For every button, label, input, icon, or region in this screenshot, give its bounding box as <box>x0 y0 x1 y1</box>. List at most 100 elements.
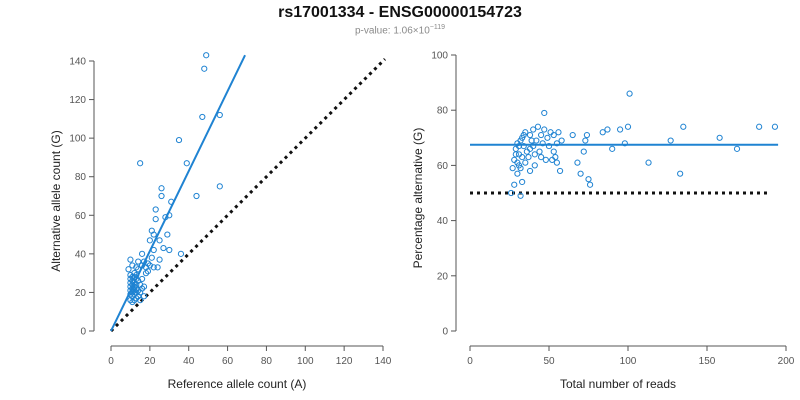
right-data-point <box>617 126 624 133</box>
left-data-point <box>201 65 208 72</box>
right-data-point <box>545 142 553 150</box>
left-x-tick-label: 0 <box>108 356 114 367</box>
right-data-point <box>550 131 557 139</box>
right-y-tick-label: 20 <box>437 271 449 282</box>
left-data-point <box>164 231 171 238</box>
left-data-point <box>127 256 134 263</box>
right-y-tick-label: 100 <box>431 51 448 62</box>
left-y-axis-title: Alternative allele count (G) <box>49 130 63 271</box>
left-data-point <box>154 264 161 271</box>
pvalue-subtitle: p-value: 1.06×10−119 <box>0 24 800 36</box>
left-data-point <box>216 111 223 119</box>
right-x-tick-label: 150 <box>699 356 716 367</box>
right-data-point <box>599 129 606 136</box>
right-data-point <box>667 137 674 144</box>
right-data-point <box>609 145 616 152</box>
right-data-point <box>569 131 576 139</box>
right-data-point <box>542 156 549 163</box>
left-y-tick-label: 140 <box>69 57 86 68</box>
right-data-point <box>733 145 741 152</box>
left-data-point <box>140 293 148 300</box>
left-data-point <box>138 250 146 257</box>
left-data-point <box>158 192 165 200</box>
right-data-point <box>511 181 518 188</box>
left-x-tick-label: 60 <box>222 356 234 367</box>
right-data-point <box>538 131 545 139</box>
right-data-point <box>530 142 537 150</box>
right-data-point <box>522 159 529 166</box>
right-data-point <box>553 159 561 166</box>
right-data-point <box>771 123 779 130</box>
left-data-point <box>150 264 157 271</box>
left-data-point <box>131 283 138 290</box>
right-data-point <box>716 134 723 141</box>
left-data-point <box>133 275 140 283</box>
left-data-point <box>135 258 142 265</box>
left-data-point <box>127 287 134 294</box>
left-y-tick-label: 20 <box>75 288 87 299</box>
right-data-point <box>680 123 687 130</box>
right-data-point <box>677 170 684 177</box>
right-data-point <box>552 154 559 161</box>
right-data-point <box>533 137 540 144</box>
left-y-tick-label: 120 <box>69 95 86 106</box>
right-data-point <box>522 129 529 136</box>
left-panel: 0 20 40 60 80 100 120 140 0 20 40 60 80 100 120 140 Refe… <box>49 52 392 391</box>
left-data-point <box>129 289 136 296</box>
left-data-point <box>142 270 150 277</box>
left-y-tick-label: 0 <box>80 327 86 338</box>
right-panel: 0 50 100 150 200 0 20 40 60 80 100 Total number of … <box>411 51 795 392</box>
right-data-point <box>756 123 763 130</box>
right-y-axis-title: Percentage alternative (G) <box>411 128 425 269</box>
right-data-point <box>583 131 591 139</box>
right-data-point <box>526 167 534 175</box>
right-data-point <box>585 176 592 183</box>
left-data-point <box>156 256 163 263</box>
left-x-tick-label: 20 <box>144 356 156 367</box>
left-data-point <box>138 285 146 292</box>
left-data-point <box>152 206 159 213</box>
left-data-point <box>216 183 223 190</box>
left-data-point <box>144 268 152 275</box>
right-data-point <box>534 123 542 130</box>
right-x-tick-label: 50 <box>543 356 555 367</box>
left-data-point <box>193 192 200 200</box>
left-data-point <box>137 297 144 304</box>
right-x-tick-label: 100 <box>620 356 637 367</box>
left-data-point <box>129 281 136 288</box>
left-data-point <box>127 271 134 279</box>
left-data-point <box>137 160 144 167</box>
left-reference-line <box>109 58 386 333</box>
pvalue-exponent: −119 <box>429 24 446 31</box>
right-data-point <box>525 154 532 161</box>
right-data-point <box>582 137 589 144</box>
right-data-point <box>519 154 526 161</box>
right-x-tick-label: 200 <box>778 356 795 367</box>
left-data-point <box>148 254 155 261</box>
right-data-point <box>507 189 515 197</box>
left-data-point <box>158 185 165 192</box>
left-data-point <box>160 244 167 252</box>
right-data-point <box>526 131 534 139</box>
left-data-point <box>133 285 140 292</box>
right-x-axis-title: Total number of reads <box>560 377 676 391</box>
right-data-point <box>645 159 652 166</box>
left-x-tick-label: 80 <box>261 356 273 367</box>
right-data-point <box>544 134 551 141</box>
right-data-point <box>626 90 633 97</box>
left-data-point <box>129 298 136 306</box>
left-data-point <box>127 279 134 286</box>
left-data-point <box>135 266 142 273</box>
left-y-tick-label: 100 <box>69 134 86 145</box>
right-data-point <box>604 126 611 133</box>
chart-title: rs17001334 - ENSG00000154723 <box>278 4 522 21</box>
left-data-point <box>144 260 152 267</box>
left-x-tick-label: 140 <box>375 356 392 367</box>
left-data-point <box>150 246 157 254</box>
right-y-tick-label: 0 <box>442 327 448 338</box>
left-data-point <box>138 275 146 283</box>
left-data-point <box>129 285 136 292</box>
left-data-point <box>127 291 134 298</box>
right-data-point <box>553 140 561 147</box>
